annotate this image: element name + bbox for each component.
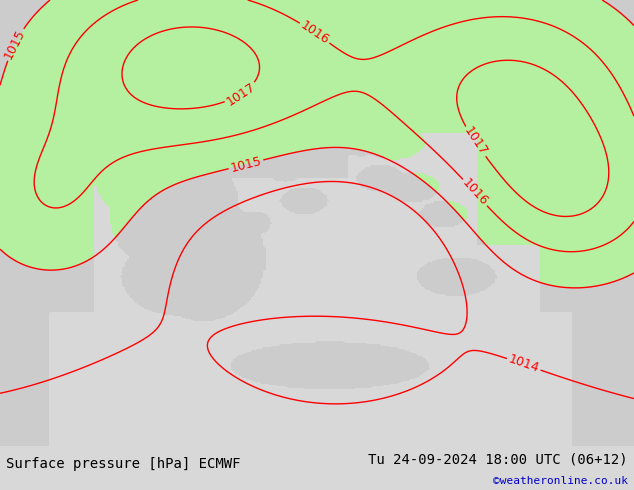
Text: 1017: 1017 [224, 80, 257, 108]
Text: 1016: 1016 [460, 176, 491, 209]
Text: ©weatheronline.co.uk: ©weatheronline.co.uk [493, 476, 628, 486]
Text: Tu 24-09-2024 18:00 UTC (06+12): Tu 24-09-2024 18:00 UTC (06+12) [368, 452, 628, 466]
Text: 1015: 1015 [229, 154, 263, 174]
Text: 1016: 1016 [298, 19, 332, 47]
Text: 1015: 1015 [2, 27, 28, 61]
Text: 1017: 1017 [461, 125, 489, 158]
Text: 1014: 1014 [507, 353, 541, 375]
Text: Surface pressure [hPa] ECMWF: Surface pressure [hPa] ECMWF [6, 457, 241, 470]
